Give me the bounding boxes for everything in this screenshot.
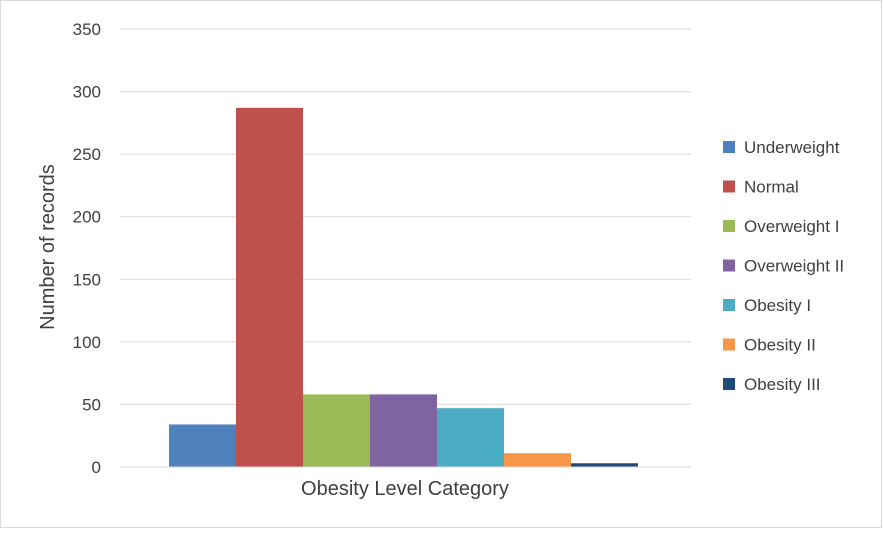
- legend: Underweight Normal Overweight I Overweight …: [723, 138, 844, 394]
- legend-label: Obesity III: [744, 375, 821, 394]
- legend-swatch: [723, 141, 735, 153]
- x-axis-label: Obesity Level Category: [301, 478, 509, 500]
- y-tick-label: 100: [73, 333, 101, 352]
- legend-swatch: [723, 299, 735, 311]
- legend-swatch: [723, 338, 735, 351]
- bar-normal: [236, 107, 303, 467]
- y-tick-label: 200: [73, 208, 101, 227]
- legend-swatch: [723, 220, 735, 232]
- legend-label: Obesity I: [744, 296, 811, 315]
- legend-swatch: [723, 180, 735, 193]
- bar-obesity-ii: [504, 453, 571, 467]
- y-tick-labels: 0 50 100 150 200 250 300 350: [73, 20, 101, 477]
- bar-overweight-ii: [370, 394, 437, 467]
- legend-label: Overweight I: [744, 217, 839, 236]
- bar-underweight: [169, 424, 236, 467]
- y-tick-label: 0: [92, 458, 101, 477]
- bar-obesity-iii: [571, 463, 638, 467]
- y-tick-label: 50: [82, 395, 101, 414]
- legend-swatch: [723, 378, 735, 390]
- gridlines: [120, 28, 691, 405]
- legend-label: Underweight: [744, 138, 840, 157]
- legend-swatch: [723, 259, 735, 272]
- legend-label: Normal: [744, 178, 799, 197]
- y-tick-label: 300: [73, 83, 101, 102]
- y-tick-label: 350: [73, 20, 101, 39]
- y-tick-label: 250: [73, 145, 101, 164]
- legend-label: Obesity II: [744, 336, 816, 355]
- legend-label: Overweight II: [744, 257, 844, 276]
- bar-overweight-i: [303, 394, 370, 467]
- y-axis-label: Number of records: [37, 164, 59, 330]
- bars: [169, 107, 638, 467]
- y-tick-label: 150: [73, 270, 101, 289]
- bar-obesity-i: [437, 408, 504, 467]
